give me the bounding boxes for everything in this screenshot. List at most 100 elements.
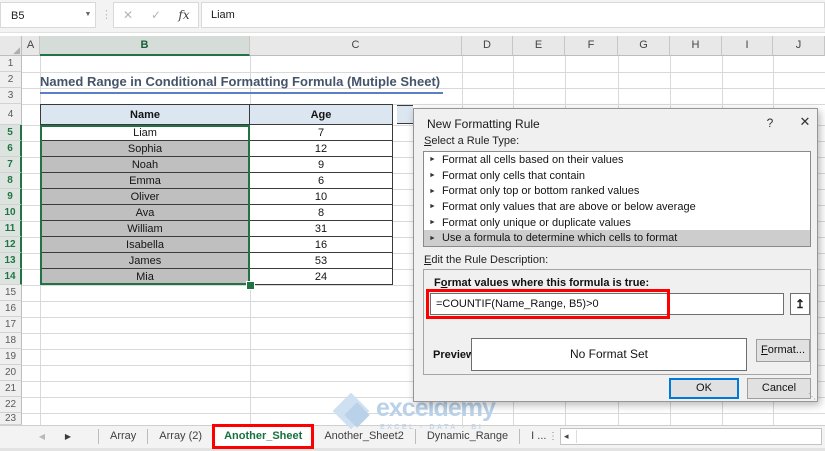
rule-type-item[interactable]: ► Use a formula to determine which cells … xyxy=(424,230,810,247)
table-header-name[interactable]: Name xyxy=(40,104,250,125)
rule-item-arrow-icon: ► xyxy=(429,156,436,164)
column-header-I[interactable]: I xyxy=(722,36,773,56)
cell-age[interactable]: 8 xyxy=(250,205,393,221)
name-box-dropdown-icon[interactable]: ▼ xyxy=(84,11,92,18)
row-header-23[interactable]: 23 xyxy=(0,413,22,425)
edit-rule-description-label: Edit the Rule Description: xyxy=(424,254,549,266)
row-header-13[interactable]: 13 xyxy=(0,253,22,269)
formula-true-label: Format values where this formula is true… xyxy=(434,277,650,289)
format-button[interactable]: Format... xyxy=(756,339,810,362)
row-header-14[interactable]: 14 xyxy=(0,269,22,285)
rule-formula-input[interactable]: =COUNTIF(Name_Range, B5)>0 xyxy=(430,293,784,315)
cell-name[interactable]: Ava xyxy=(40,205,250,221)
row-header-16[interactable]: 16 xyxy=(0,301,22,317)
cell-name[interactable]: Isabella xyxy=(40,237,250,253)
row-header-20[interactable]: 20 xyxy=(0,365,22,381)
ok-button[interactable]: OK xyxy=(669,378,739,399)
table-header-age[interactable]: Age xyxy=(250,104,393,125)
rule-item-label: Format all cells based on their values xyxy=(441,153,624,166)
collapse-dialog-icon[interactable]: ↥ xyxy=(790,293,810,315)
cell-name[interactable]: Sophia xyxy=(40,141,250,157)
formula-input[interactable]: Liam xyxy=(201,2,825,28)
cell-name[interactable]: Emma xyxy=(40,173,250,189)
gridline-h xyxy=(22,88,825,89)
name-box[interactable]: B5 xyxy=(0,2,96,28)
row-header-4[interactable]: 4 xyxy=(0,104,22,125)
rule-item-label: Format only unique or duplicate values xyxy=(441,216,631,229)
cancel-button[interactable]: Cancel xyxy=(747,378,811,399)
row-header-18[interactable]: 18 xyxy=(0,333,22,349)
column-header-J[interactable]: J xyxy=(773,36,825,56)
rule-type-item[interactable]: ► Format all cells based on their values xyxy=(424,152,810,168)
row-header-3[interactable]: 3 xyxy=(0,88,22,104)
row-header-10[interactable]: 10 xyxy=(0,205,22,221)
tab-separator xyxy=(98,429,99,444)
tab-next-icon[interactable]: ▶ xyxy=(64,432,72,441)
cell-age[interactable]: 24 xyxy=(250,269,393,285)
scroll-left-icon[interactable]: ◂ xyxy=(564,431,569,441)
rule-type-item[interactable]: ► Format only unique or duplicate values xyxy=(424,215,810,231)
cell-age[interactable]: 53 xyxy=(250,253,393,269)
status-strip xyxy=(0,448,825,451)
cell-age[interactable]: 10 xyxy=(250,189,393,205)
row-header-22[interactable]: 22 xyxy=(0,397,22,413)
row-header-15[interactable]: 15 xyxy=(0,285,22,301)
rule-item-arrow-icon: ► xyxy=(429,172,436,179)
row-header-12[interactable]: 12 xyxy=(0,237,22,253)
row-header-8[interactable]: 8 xyxy=(0,173,22,189)
rule-type-item[interactable]: ► Format only top or bottom ranked values xyxy=(424,183,810,199)
sheet-tab-i-[interactable]: I ... xyxy=(531,430,547,442)
enter-icon[interactable]: ✓ xyxy=(150,8,162,22)
select-all-corner[interactable]: ◢ xyxy=(0,36,22,56)
cell-age[interactable]: 6 xyxy=(250,173,393,189)
select-rule-type-label: Select a Rule Type: xyxy=(424,135,520,147)
column-header-F[interactable]: F xyxy=(565,36,618,56)
column-header-A[interactable]: A xyxy=(22,36,40,56)
row-header-9[interactable]: 9 xyxy=(0,189,22,205)
tab-prev-icon[interactable]: ◀ xyxy=(38,432,46,441)
cell-age[interactable]: 16 xyxy=(250,237,393,253)
sheet-tab-array[interactable]: Array xyxy=(110,430,137,442)
column-header-E[interactable]: E xyxy=(513,36,565,56)
row-header-5[interactable]: 5 xyxy=(0,125,22,141)
help-icon[interactable]: ? xyxy=(766,116,774,130)
fill-handle[interactable] xyxy=(246,281,255,290)
cell-age[interactable]: 7 xyxy=(250,125,393,141)
resize-grip-icon[interactable]: ⋱ xyxy=(808,392,816,401)
row-header-17[interactable]: 17 xyxy=(0,317,22,333)
rule-item-label: Format only top or bottom ranked values xyxy=(441,185,640,198)
tabbar-grip-icon[interactable]: ⋮ xyxy=(548,431,558,442)
cell-age[interactable]: 31 xyxy=(250,221,393,237)
tab-separator xyxy=(147,429,149,444)
column-header-G[interactable]: G xyxy=(618,36,670,56)
sheet-tab-dynamic-range[interactable]: Dynamic_Range xyxy=(426,430,509,442)
tab-separator xyxy=(414,429,416,444)
sheet-tab-another-sheet2[interactable]: Another_Sheet2 xyxy=(324,430,404,442)
row-header-1[interactable]: 1 xyxy=(0,56,22,72)
row-header-2[interactable]: 2 xyxy=(0,72,22,88)
row-header-11[interactable]: 11 xyxy=(0,221,22,237)
sheet-tab-array-2-[interactable]: Array (2) xyxy=(159,430,203,442)
insert-function-icon[interactable]: fx xyxy=(178,8,190,22)
column-header-C[interactable]: C xyxy=(250,36,462,56)
column-header-B[interactable]: B xyxy=(40,36,250,56)
row-header-21[interactable]: 21 xyxy=(0,381,22,397)
selection-border xyxy=(40,125,250,285)
column-header-D[interactable]: D xyxy=(462,36,513,56)
cell-age[interactable]: 12 xyxy=(250,141,393,157)
rule-type-item[interactable]: ► Format only values that are above or be… xyxy=(424,199,810,215)
rule-type-item[interactable]: ► Format only cells that contain xyxy=(424,168,810,184)
row-header-7[interactable]: 7 xyxy=(0,157,22,173)
cancel-icon[interactable]: ✕ xyxy=(122,8,134,22)
row-header-6[interactable]: 6 xyxy=(0,141,22,157)
close-icon[interactable]: ✕ xyxy=(799,114,811,129)
sheet-heading: Named Range in Conditional Formatting Fo… xyxy=(40,74,444,94)
row-header-19[interactable]: 19 xyxy=(0,349,22,365)
sheet-tab-another-sheet[interactable]: Another_Sheet xyxy=(212,424,315,449)
rule-item-arrow-icon: ► xyxy=(429,203,436,211)
cell-age[interactable]: 9 xyxy=(250,157,393,173)
horizontal-scrollbar[interactable]: ◂ xyxy=(560,428,822,445)
cell-name[interactable]: Liam xyxy=(40,125,250,141)
column-header-H[interactable]: H xyxy=(670,36,722,56)
